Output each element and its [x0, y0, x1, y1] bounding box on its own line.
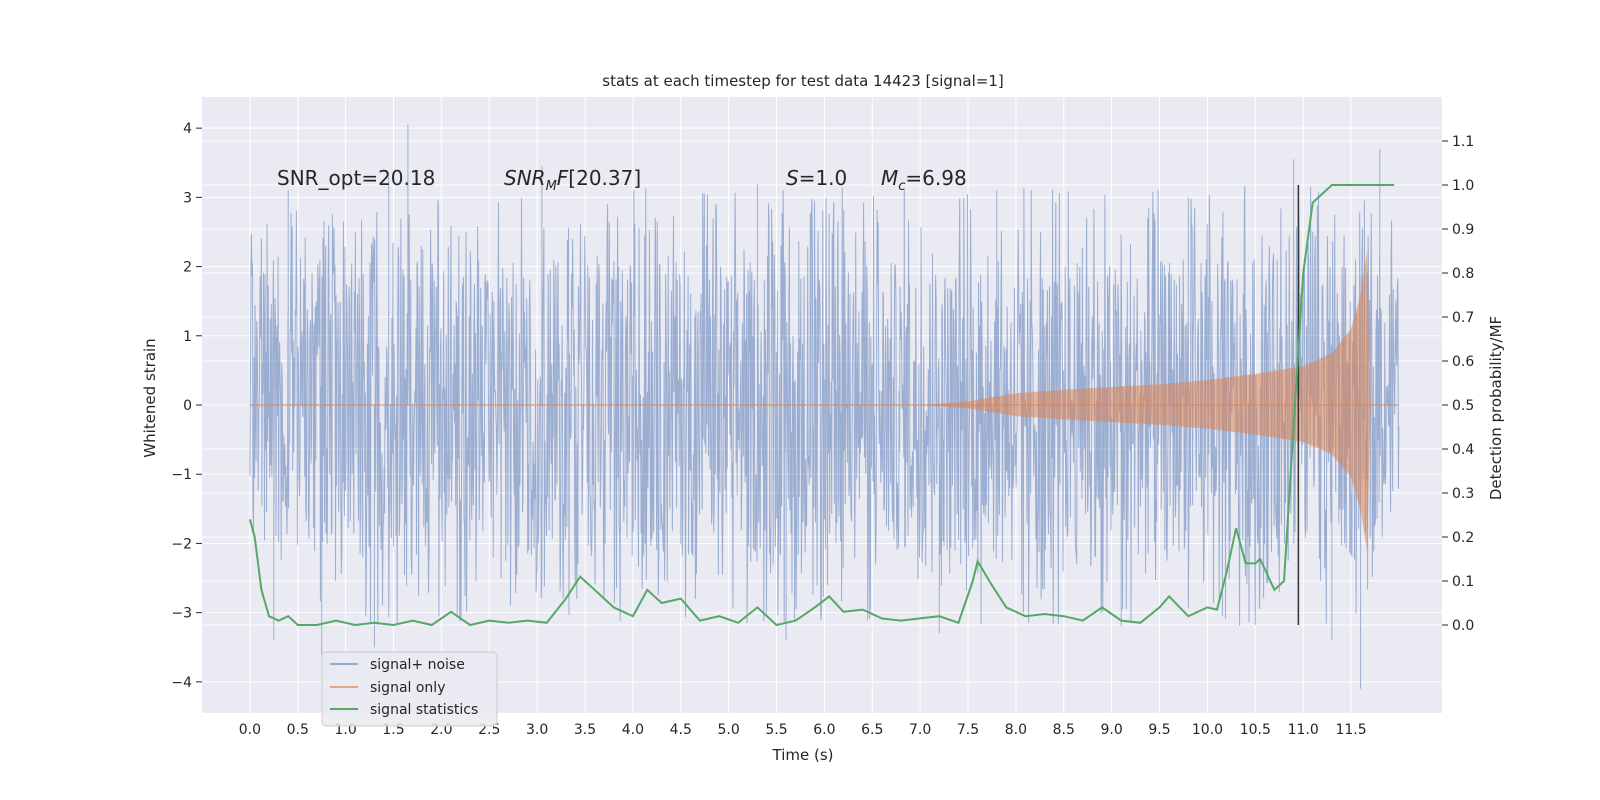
y-tick-label: −4 [171, 675, 192, 691]
y-tick-label: 1 [183, 329, 192, 345]
annotation-snr-opt: SNR_opt=20.18 [277, 166, 435, 190]
legend-label-signal-only: signal only [370, 680, 445, 696]
y-tick-label: −2 [171, 536, 192, 552]
x-tick-label: 3.0 [526, 722, 548, 738]
annotation-s: S=1.0 [786, 166, 847, 190]
x-tick-label: 10.0 [1192, 722, 1223, 738]
annotation-snr-mf-value: [20.37] [568, 166, 641, 190]
annotation-snr-mf: SNRMF[20.37] [504, 166, 641, 194]
y2-tick-label: 0.5 [1452, 398, 1474, 414]
y-tick-label: −1 [171, 467, 192, 483]
y2-tick-label: 0.8 [1452, 266, 1474, 282]
x-tick-label: 8.5 [1053, 722, 1075, 738]
y-tick-label: 3 [183, 190, 192, 206]
x-tick-label: 5.5 [765, 722, 787, 738]
x-tick-label: 11.5 [1335, 722, 1366, 738]
y-tick-label: 2 [183, 260, 192, 276]
annotation-s-value: =1.0 [799, 166, 848, 190]
y2-axis-label: Detection probability/MF [1487, 316, 1505, 500]
y2-tick-label: 0.4 [1452, 442, 1474, 458]
ticks: 0.0 0.5 1.0 1.5 2.0 2.5 3.0 3.5 4.0 4.5 5.0 5.5 6.0 6… [171, 121, 1474, 738]
y2-tick-label: 0.1 [1452, 574, 1474, 590]
y-axis-label: Whitened strain [141, 338, 159, 457]
x-tick-label: 4.5 [670, 722, 692, 738]
legend-label-signal-noise: signal+ noise [370, 657, 465, 673]
x-tick-label: 7.5 [957, 722, 979, 738]
series-signal-statistics [248, 184, 1395, 627]
legend-label-signal-statistics: signal statistics [370, 702, 478, 718]
series-signal-noise [249, 124, 1400, 689]
x-tick-label: 0.0 [239, 722, 261, 738]
annotations: SNR_opt=20.18 SNRMF[20.37] S=1.0 Mc=6.98 [277, 166, 967, 194]
x-tick-label: 9.0 [1101, 722, 1123, 738]
x-tick-label: 8.0 [1005, 722, 1027, 738]
y-tick-label: 0 [183, 398, 192, 414]
y2-tick-label: 0.3 [1452, 486, 1474, 502]
y2-tick-label: 1.1 [1452, 134, 1474, 150]
x-tick-label: 5.0 [718, 722, 740, 738]
y2-tick-label: 0.9 [1452, 222, 1474, 238]
x-tick-label: 11.0 [1288, 722, 1319, 738]
y-tick-label: −3 [171, 606, 192, 622]
chart-title: stats at each timestep for test data 144… [602, 72, 1003, 90]
y-tick-label: 4 [183, 121, 192, 137]
x-tick-label: 9.5 [1148, 722, 1170, 738]
x-tick-label: 3.5 [574, 722, 596, 738]
x-tick-label: 10.5 [1240, 722, 1271, 738]
y2-tick-label: 1.0 [1452, 178, 1474, 194]
annotation-mc: Mc=6.98 [881, 166, 967, 194]
x-tick-label: 6.5 [861, 722, 883, 738]
x-axis-label: Time (s) [772, 746, 834, 764]
legend: signal+ noise signal only signal statist… [321, 651, 498, 727]
y2-tick-label: 0.2 [1452, 530, 1474, 546]
y2-tick-label: 0.0 [1452, 618, 1474, 634]
x-tick-label: 6.0 [813, 722, 835, 738]
data-layer [248, 124, 1400, 689]
x-tick-label: 7.0 [909, 722, 931, 738]
y2-tick-label: 0.7 [1452, 310, 1474, 326]
y2-tick-label: 0.6 [1452, 354, 1474, 370]
annotation-mc-value: =6.98 [905, 166, 966, 190]
series-signal-only [249, 251, 1399, 551]
x-tick-label: 0.5 [287, 722, 309, 738]
x-tick-label: 4.0 [622, 722, 644, 738]
legend-box [321, 651, 498, 727]
